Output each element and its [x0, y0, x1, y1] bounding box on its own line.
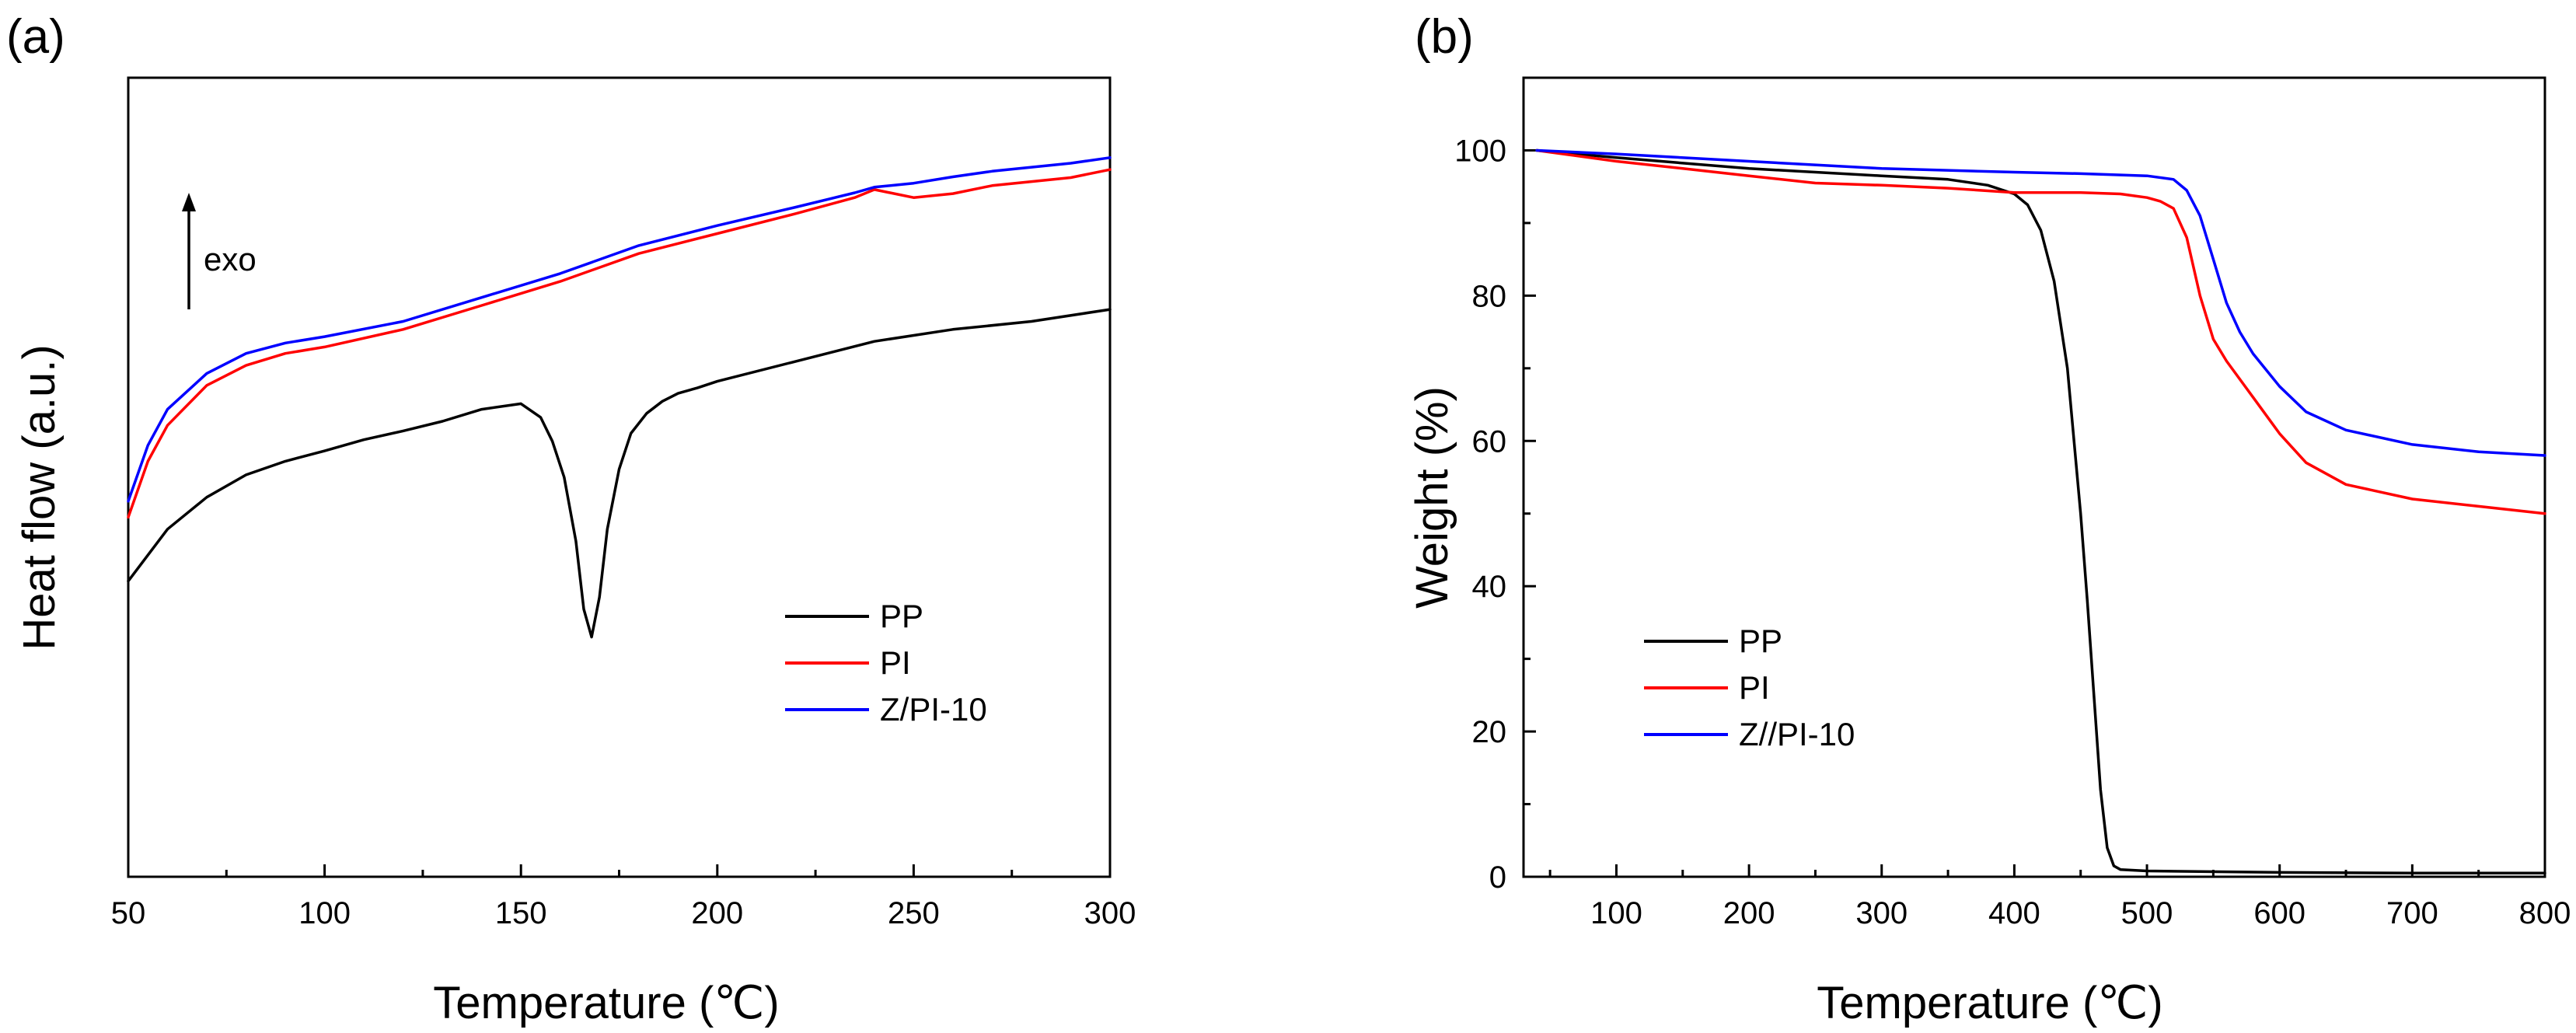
panel-b-weight-chart: (b) Temperature (℃) Weight (%) 100 200 300…	[1407, 10, 2571, 1028]
panel-a-x-tick-label: 50	[111, 896, 146, 930]
panel-b-legend-label: PI	[1739, 669, 1770, 706]
panel-b-series-z-pi-10	[1535, 148, 2546, 457]
panel-a-series-z-pi-10	[127, 156, 1112, 503]
panel-a-y-axis-title: Heat flow (a.u.)	[14, 344, 65, 650]
panel-b-x-tick-label: 300	[1855, 896, 1908, 930]
panel-b-y-tick-label: 0	[1489, 860, 1506, 895]
panel-a-label: (a)	[6, 10, 65, 64]
panel-b-series-pi	[1535, 148, 2546, 515]
exo-label: exo	[204, 241, 257, 277]
panel-b-label: (b)	[1415, 10, 1474, 64]
panel-b-x-axis-title: Temperature (℃)	[1817, 978, 2162, 1028]
panel-b-legend: PP PI Z//PI-10	[1644, 623, 1855, 752]
panel-b-x-tick-label: 400	[1988, 896, 2040, 930]
panel-a-legend-label: PI	[880, 644, 911, 681]
panel-b-x-tick-label: 800	[2519, 896, 2571, 930]
panel-a-x-tick-label: 100	[298, 896, 351, 930]
panel-b-y-tick-label: 20	[1472, 715, 1507, 749]
panel-b-x-tick-label: 600	[2253, 896, 2305, 930]
panel-b-y-tick-label: 40	[1472, 570, 1507, 604]
panel-b-legend-label: Z//PI-10	[1739, 716, 1855, 752]
panel-b-x-tick-label: 200	[1723, 896, 1775, 930]
panel-a-x-tick-label: 250	[888, 896, 940, 930]
panel-a-legend: PP PI Z/PI-10	[785, 598, 987, 728]
panel-b-x-tick-label: 100	[1590, 896, 1642, 930]
panel-a-x-tick-label: 150	[495, 896, 547, 930]
exo-arrow-icon	[182, 193, 196, 211]
panel-b-y-axis-title: Weight (%)	[1407, 386, 1457, 609]
panel-b-x-tick-label: 500	[2121, 896, 2173, 930]
panel-b-y-tick-label: 60	[1472, 424, 1507, 459]
panel-a-x-tick-label: 300	[1084, 896, 1136, 930]
panel-a-plot-frame	[127, 76, 1112, 878]
panel-a-legend-label: PP	[880, 598, 923, 634]
panel-a-heat-flow-chart: (a) Temperature (℃) Heat flow (a.u.) exo…	[6, 10, 1136, 1028]
exo-annotation: exo	[182, 193, 257, 309]
panel-b-plot-frame	[1522, 76, 2546, 878]
panel-a-legend-label: Z/PI-10	[880, 691, 987, 728]
panel-a-x-axis-title: Temperature (℃)	[433, 978, 779, 1028]
panel-b-legend-label: PP	[1739, 623, 1782, 659]
panel-b-series-pp	[1535, 148, 2546, 875]
panel-b-x-tick-label: 700	[2386, 896, 2438, 930]
panel-a-series-pp	[127, 308, 1112, 639]
panel-a-series-pi	[127, 168, 1112, 519]
panel-b-y-tick-label: 100	[1454, 134, 1506, 168]
panel-b-y-tick-label: 80	[1472, 279, 1507, 313]
panel-a-x-tick-label: 200	[691, 896, 743, 930]
